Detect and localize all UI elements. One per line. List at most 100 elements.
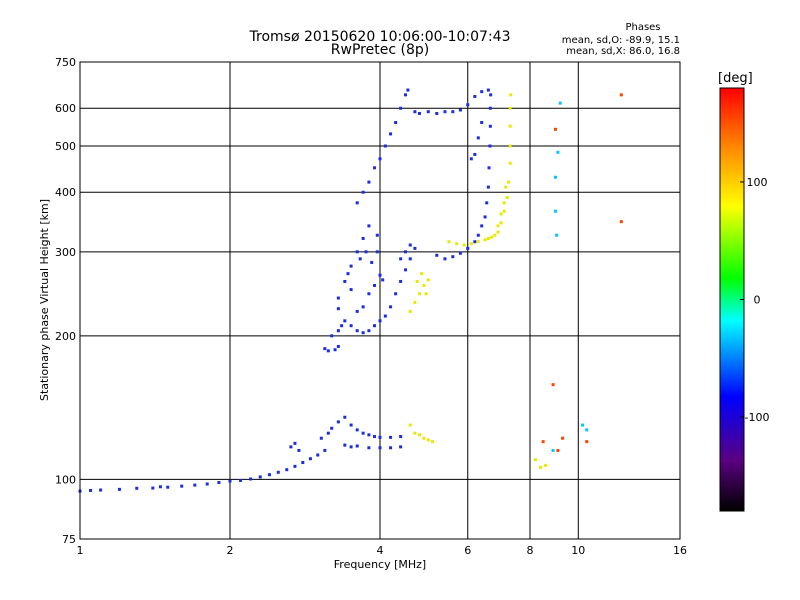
data-point [508,144,512,148]
data-point [415,279,419,283]
data-point [480,121,484,125]
data-point [361,305,365,309]
data-point [585,428,589,432]
phases-line-o: mean, sd,O: -89.9, 15.1 [562,35,680,46]
data-point [89,488,93,492]
data-point [343,443,347,447]
data-point [399,435,403,439]
data-point [502,201,506,205]
data-point [556,448,560,452]
data-point [367,446,371,450]
data-point [358,257,362,261]
data-point [340,324,344,328]
colorbar-label: [deg] [718,71,753,86]
data-point [355,329,359,333]
data-point [403,268,407,272]
data-point [361,331,365,335]
data-point [349,423,353,427]
data-point [289,445,293,449]
data-point [217,481,221,485]
data-point [336,329,340,333]
data-point [258,475,262,479]
data-point [361,236,365,240]
data-point [301,461,305,465]
data-point [488,106,492,110]
data-point [323,448,327,452]
y-tick-label: 100 [55,473,76,486]
data-point [533,458,537,462]
data-point [361,431,365,435]
data-point [383,144,387,148]
data-point [333,348,337,352]
data-point [336,344,340,348]
data-point [486,185,490,189]
data-point [619,220,623,224]
data-point [483,238,487,242]
data-point [473,94,477,98]
data-point [367,433,371,437]
data-point [541,440,545,444]
data-point [417,292,421,296]
y-tick-label: 600 [55,102,76,115]
data-point [408,243,412,247]
data-point [619,93,623,97]
data-point [483,215,487,219]
data-point [473,152,477,156]
data-point [228,479,232,483]
data-point [455,242,459,246]
data-point [499,221,503,225]
data-point [420,272,424,276]
data-point [378,435,382,439]
grid-lines [80,62,680,539]
data-point [422,283,426,287]
data-point [389,305,393,309]
data-point [458,251,462,255]
data-point [343,279,347,283]
data-point [383,314,387,318]
data-point [367,224,371,228]
data-point [508,161,512,165]
data-point [426,278,430,282]
data-point [539,465,543,469]
data-point [544,463,548,467]
data-point [293,441,297,445]
data-point [158,485,162,489]
data-point [293,464,297,468]
data-point [346,272,350,276]
data-point [330,334,334,338]
phases-title: Phases [625,22,660,33]
data-point [424,292,428,296]
data-point [343,319,347,323]
data-point [378,273,382,277]
data-point [443,257,447,261]
data-point [381,278,385,282]
data-point [422,436,426,440]
data-point [308,457,312,461]
data-point [403,250,407,254]
data-point [413,110,417,114]
data-point [476,240,480,244]
y-tick-label: 750 [55,56,76,69]
data-point [326,431,330,435]
data-point [462,243,466,247]
data-point [355,201,359,205]
data-point [413,431,417,435]
data-point [413,246,417,250]
data-point [496,224,500,228]
data-point [267,473,271,477]
data-point [451,255,455,259]
data-point [399,445,403,449]
data-point [319,436,323,440]
data-point [505,195,509,199]
data-point [166,485,170,489]
data-point [551,448,555,452]
data-point [326,349,330,353]
y-tick-label: 500 [55,140,76,153]
data-point [487,166,491,170]
data-point [316,453,320,457]
data-point [499,212,503,216]
data-point [378,446,382,450]
data-point [555,233,559,237]
data-point [504,185,508,189]
